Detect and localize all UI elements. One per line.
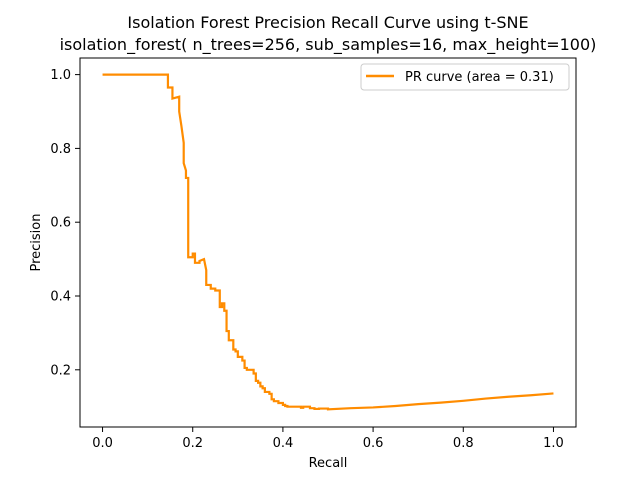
- y-axis-label: Precision: [29, 213, 44, 271]
- axes-frame: [79, 57, 577, 428]
- chart-subtitle: isolation_forest( n_trees=256, sub_sampl…: [60, 35, 597, 55]
- x-tick-label: 0.4: [273, 436, 294, 451]
- x-tick-label: 1.0: [543, 436, 564, 451]
- chart-title: Isolation Forest Precision Recall Curve …: [127, 13, 528, 32]
- y-tick-label: 1.0: [50, 68, 71, 83]
- y-axis-ticks: 0.2 0.4 0.6 0.8 1.0: [50, 68, 80, 378]
- y-tick-label: 0.4: [50, 290, 71, 305]
- plot-area: [79, 57, 577, 428]
- x-tick-label: 0.8: [453, 436, 474, 451]
- y-tick-label: 0.8: [50, 142, 71, 157]
- legend-entry-label: PR curve (area = 0.31): [405, 70, 554, 85]
- x-tick-label: 0.2: [182, 436, 203, 451]
- legend: PR curve (area = 0.31): [360, 63, 570, 91]
- y-tick-label: 0.2: [50, 363, 71, 378]
- x-axis-label: Recall: [309, 456, 348, 471]
- pr-curve-series-line: [102, 73, 554, 411]
- x-tick-label: 0.0: [92, 436, 113, 451]
- x-tick-label: 0.6: [363, 436, 384, 451]
- x-axis-ticks: 0.0 0.2 0.4 0.6 0.8 1.0: [92, 427, 564, 451]
- y-tick-label: 0.6: [50, 216, 71, 231]
- legend-box: [360, 63, 570, 91]
- series-layer: [102, 73, 554, 411]
